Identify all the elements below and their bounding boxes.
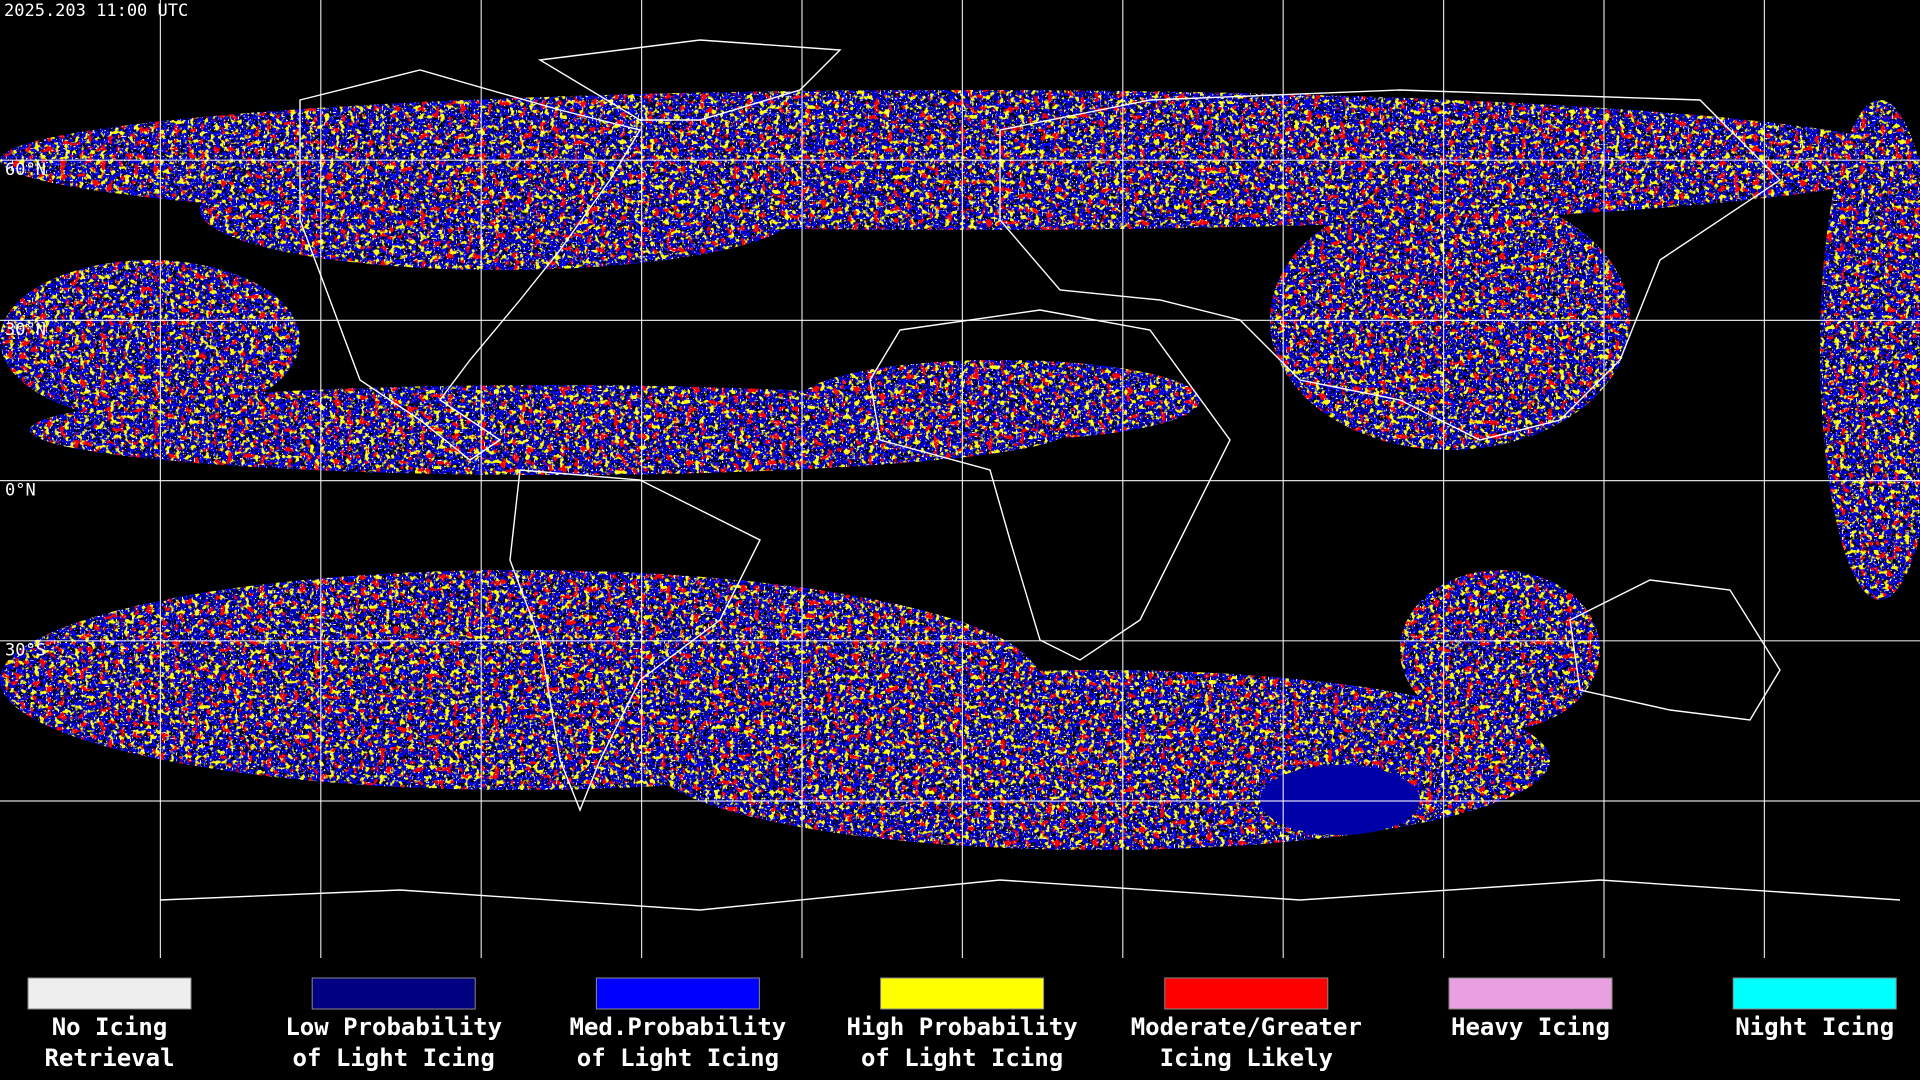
legend-label: Med.Probability xyxy=(570,1013,787,1041)
antarctica xyxy=(159,879,1901,911)
legend-label: Icing Likely xyxy=(1160,1044,1333,1072)
graticule xyxy=(0,0,1920,958)
legend-swatch xyxy=(1448,977,1613,1010)
legend-label: High Probability xyxy=(847,1013,1078,1041)
latitude-label: 30°N xyxy=(5,320,46,340)
legend-swatch xyxy=(595,977,760,1010)
latitude-labels: 60°N 30°N 0°N 30°S xyxy=(5,160,46,661)
coastlines xyxy=(159,39,1901,911)
legend-label: Retrieval xyxy=(44,1044,174,1072)
timestamp: 2025.203 11:00 UTC xyxy=(4,1,188,21)
africa xyxy=(869,309,1231,661)
south-america xyxy=(509,469,761,812)
legend: No Icing Retrieval Low Probability of Light… xyxy=(27,977,1897,1072)
legend-label: Moderate/Greater xyxy=(1131,1013,1362,1041)
legend-label: Heavy Icing xyxy=(1451,1013,1610,1041)
legend-swatch xyxy=(1732,977,1897,1010)
greenland xyxy=(537,39,842,121)
eurasia xyxy=(999,89,1782,441)
icing-patch xyxy=(1260,765,1420,835)
legend-swatch xyxy=(311,977,476,1010)
legend-label: of Light Icing xyxy=(577,1044,779,1072)
legend-label: of Light Icing xyxy=(861,1044,1063,1072)
legend-label: Low Probability xyxy=(285,1013,502,1041)
legend-label: No Icing xyxy=(52,1013,168,1041)
latitude-label: 30°S xyxy=(5,641,46,661)
latitude-label: 60°N xyxy=(5,160,46,180)
legend-label: Night Icing xyxy=(1735,1013,1894,1041)
legend-label: of Light Icing xyxy=(293,1044,495,1072)
north-america xyxy=(299,69,642,461)
legend-swatch xyxy=(27,977,192,1010)
latitude-label: 0°N xyxy=(5,480,36,500)
legend-swatch xyxy=(880,977,1045,1010)
legend-swatch xyxy=(1164,977,1329,1010)
